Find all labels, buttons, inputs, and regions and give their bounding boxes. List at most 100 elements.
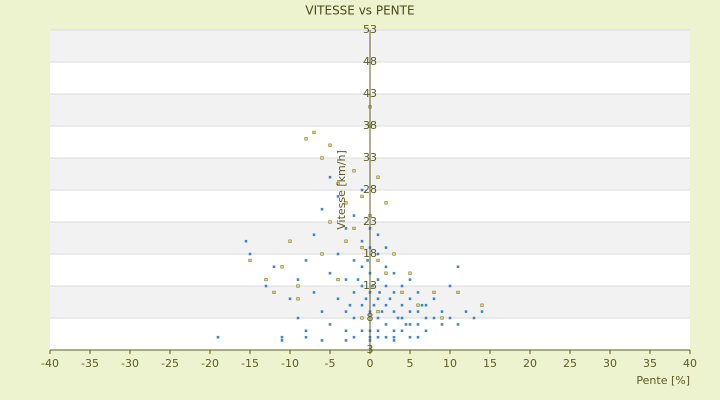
- x-tick-label: -5: [325, 357, 336, 370]
- point: [376, 335, 380, 339]
- point: [440, 310, 444, 313]
- point: [392, 310, 396, 313]
- point: [320, 156, 324, 160]
- point: [416, 291, 420, 294]
- point: [296, 297, 300, 301]
- point: [480, 303, 484, 307]
- point: [376, 175, 380, 179]
- point: [432, 297, 436, 301]
- point: [384, 335, 388, 339]
- point: [264, 278, 268, 282]
- point: [448, 284, 452, 288]
- point: [344, 201, 348, 205]
- point: [360, 329, 364, 333]
- point: [360, 246, 364, 250]
- point: [360, 265, 364, 269]
- point: [400, 303, 404, 307]
- point: [432, 290, 436, 294]
- point: [280, 335, 284, 339]
- point: [288, 239, 292, 243]
- point: [248, 252, 252, 256]
- x-tick-label: 35: [643, 357, 657, 370]
- point: [392, 335, 396, 339]
- x-axis-label: Pente [%]: [636, 374, 690, 387]
- point: [336, 182, 340, 186]
- x-tick-label: 15: [483, 357, 497, 370]
- point: [408, 335, 412, 339]
- point: [344, 278, 348, 281]
- point: [396, 316, 400, 320]
- point: [280, 339, 284, 342]
- point: [384, 284, 388, 288]
- x-tick-label: 30: [603, 357, 617, 370]
- point: [376, 329, 380, 333]
- x-tick-label: 25: [563, 357, 577, 370]
- point: [408, 323, 412, 326]
- point: [424, 316, 428, 320]
- y-tick-label: 28: [363, 183, 377, 196]
- y-tick-label: 8: [367, 311, 374, 324]
- y-tick-label: 23: [363, 215, 377, 228]
- point: [384, 323, 388, 326]
- y-tick-label: 53: [363, 23, 377, 36]
- point: [216, 335, 220, 339]
- point: [400, 329, 404, 333]
- point: [344, 239, 348, 243]
- point: [416, 303, 420, 307]
- point: [360, 239, 364, 243]
- point: [456, 323, 460, 326]
- point: [360, 284, 364, 288]
- point: [348, 303, 352, 307]
- point: [328, 175, 332, 179]
- point: [336, 252, 340, 256]
- point: [320, 207, 324, 211]
- point: [352, 214, 356, 217]
- x-tick-label: -10: [281, 357, 299, 370]
- point: [416, 323, 420, 326]
- point: [400, 316, 404, 320]
- point: [344, 310, 348, 313]
- point: [320, 310, 324, 313]
- point: [364, 297, 368, 301]
- point: [360, 194, 364, 198]
- y-tick-label: 3: [367, 343, 374, 356]
- point: [344, 227, 348, 230]
- point: [352, 316, 356, 320]
- x-tick-label: 20: [523, 357, 537, 370]
- x-tick-label: -20: [201, 357, 219, 370]
- point: [408, 278, 412, 281]
- point: [392, 339, 396, 342]
- point: [440, 316, 444, 320]
- point: [400, 284, 404, 288]
- point: [376, 316, 380, 320]
- point: [328, 323, 332, 326]
- point: [371, 284, 374, 288]
- x-tick-label: 10: [443, 357, 457, 370]
- point: [480, 310, 484, 313]
- point: [384, 246, 388, 249]
- point: [408, 271, 412, 275]
- y-tick-label: 43: [363, 87, 377, 100]
- point: [336, 297, 340, 301]
- point: [328, 220, 332, 224]
- point: [366, 259, 369, 262]
- x-tick-label: 0: [367, 357, 374, 370]
- point: [448, 316, 452, 320]
- point: [328, 143, 332, 147]
- point: [296, 284, 300, 288]
- point: [304, 137, 308, 141]
- point: [408, 297, 412, 301]
- point: [296, 316, 300, 320]
- point: [392, 329, 396, 333]
- point: [288, 297, 292, 301]
- x-tick-label: -40: [41, 357, 59, 370]
- point: [380, 310, 384, 313]
- point: [272, 265, 276, 269]
- point: [356, 278, 360, 281]
- y-tick-label: 18: [363, 247, 377, 260]
- point: [336, 195, 340, 198]
- point: [392, 291, 396, 294]
- point: [360, 316, 364, 320]
- point: [328, 271, 332, 275]
